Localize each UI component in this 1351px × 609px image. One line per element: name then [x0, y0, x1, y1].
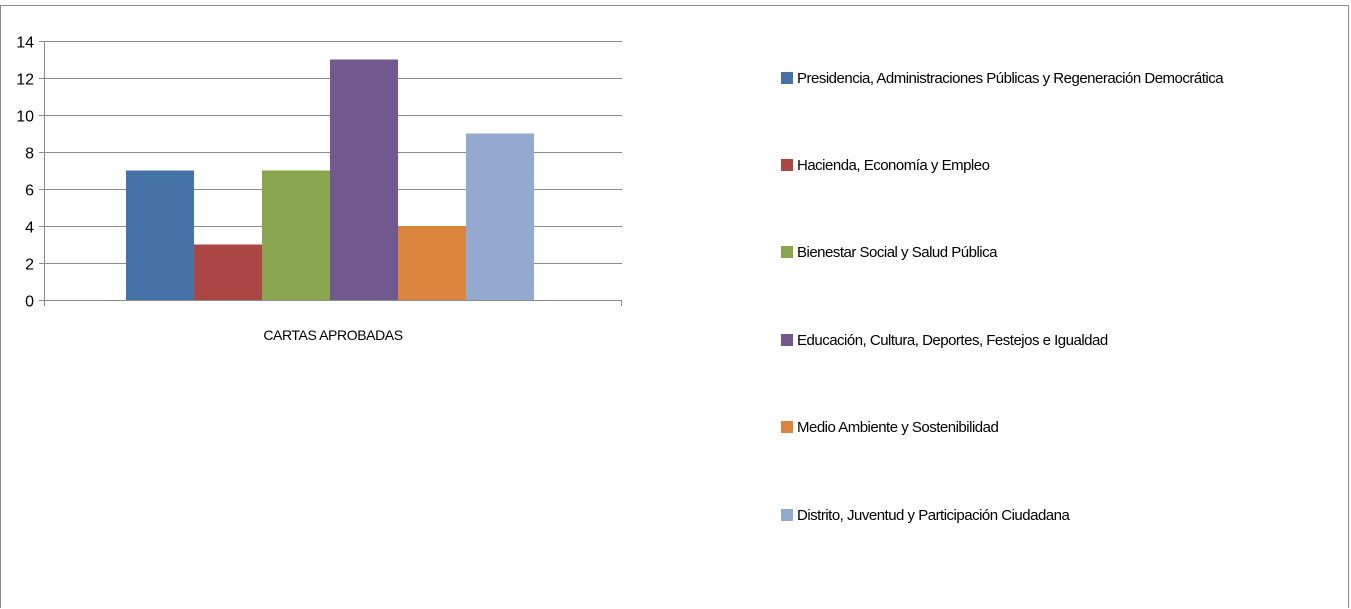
bar-1 — [126, 170, 194, 300]
legend-label: Bienestar Social y Salud Pública — [797, 243, 997, 261]
y-tick-label: 4 — [25, 220, 34, 237]
legend-swatch — [781, 246, 793, 258]
bar-chart: 0 2 4 6 8 10 12 14 CARTAS APROBADAS — [16, 35, 622, 343]
legend-item: Bienestar Social y Salud Pública — [781, 242, 997, 262]
legend-label: Educación, Cultura, Deportes, Festejos e… — [797, 331, 1108, 349]
legend-label: Medio Ambiente y Sostenibilidad — [797, 418, 999, 436]
bar-2 — [194, 244, 262, 300]
legend-swatch — [781, 509, 793, 521]
category-label: CARTAS APROBADAS — [263, 327, 402, 343]
chart-frame — [0, 5, 1349, 608]
legend-swatch — [781, 421, 793, 433]
y-tick-label: 8 — [25, 146, 34, 163]
legend-swatch — [781, 72, 793, 84]
legend-swatch — [781, 159, 793, 171]
legend-label: Distrito, Juventud y Participación Ciuda… — [797, 506, 1070, 524]
legend-swatch — [781, 334, 793, 346]
legend-item: Medio Ambiente y Sostenibilidad — [781, 417, 999, 437]
y-tick-label: 10 — [16, 109, 34, 126]
legend-item: Distrito, Juventud y Participación Ciuda… — [781, 505, 1070, 525]
legend-item: Hacienda, Economía y Empleo — [781, 155, 990, 175]
legend-label: Hacienda, Economía y Empleo — [797, 156, 990, 174]
bar-4 — [330, 59, 398, 300]
bar-6 — [466, 133, 534, 300]
y-tick-label: 6 — [25, 183, 34, 200]
legend-item: Educación, Cultura, Deportes, Festejos e… — [781, 330, 1108, 350]
legend-item: Presidencia, Administraciones Públicas y… — [781, 68, 1224, 88]
y-tick-label: 0 — [25, 294, 34, 311]
bar-5 — [398, 226, 466, 300]
y-tick-label: 14 — [16, 35, 34, 52]
axes — [44, 41, 622, 306]
bars — [126, 59, 534, 300]
bar-3 — [262, 170, 330, 300]
y-tick-label: 2 — [25, 257, 34, 274]
y-axis-ticks: 0 2 4 6 8 10 12 14 — [16, 35, 44, 311]
legend: Presidencia, Administraciones Públicas y… — [781, 0, 1341, 600]
legend-label: Presidencia, Administraciones Públicas y… — [797, 69, 1224, 87]
category-labels: CARTAS APROBADAS — [263, 327, 403, 343]
y-tick-label: 12 — [16, 72, 34, 89]
